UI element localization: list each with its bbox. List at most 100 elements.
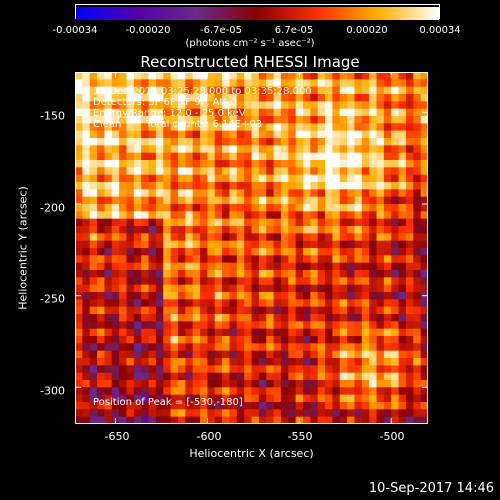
heatmap-cell — [302, 189, 311, 198]
heatmap-cell — [273, 189, 282, 198]
heatmap-cell — [413, 108, 422, 117]
heatmap-cell — [177, 211, 186, 220]
heatmap-cell — [236, 270, 245, 278]
heatmap-cell — [185, 211, 194, 220]
heatmap-cell — [354, 152, 363, 161]
heatmap-cell — [383, 226, 392, 234]
heatmap-cell — [207, 328, 216, 337]
heatmap-cell — [376, 94, 385, 102]
heatmap-cell — [97, 116, 105, 124]
heatmap-cell — [280, 167, 289, 176]
heatmap-cell — [133, 409, 142, 418]
heatmap-cell — [200, 416, 208, 424]
heatmap-cell — [177, 152, 186, 161]
heatmap-cell — [413, 321, 422, 330]
heatmap-cell — [273, 240, 282, 249]
heatmap-cell — [155, 248, 164, 256]
heatmap-cell — [97, 226, 105, 234]
heatmap-cell — [361, 240, 370, 249]
heatmap-cell — [82, 321, 91, 330]
heatmap-cell — [133, 277, 142, 286]
heatmap-cell — [369, 108, 377, 117]
heatmap-cell — [170, 138, 179, 146]
heatmap-cell — [339, 196, 348, 205]
heatmap-cell — [383, 204, 392, 212]
heatmap-cell — [295, 358, 304, 366]
heatmap-cell — [200, 160, 208, 168]
heatmap-cell — [310, 226, 319, 234]
heatmap-cell — [214, 152, 223, 161]
heatmap-cell — [214, 130, 223, 139]
heatmap-cell — [339, 72, 348, 80]
heatmap-cell — [82, 350, 91, 359]
heatmap-cell — [170, 240, 179, 249]
heatmap-cell — [302, 108, 311, 117]
heatmap-cell — [420, 350, 428, 359]
heatmap-cell — [192, 292, 201, 300]
heatmap-cell — [302, 101, 311, 110]
heatmap-cell — [148, 262, 157, 271]
heatmap-cell — [288, 145, 297, 154]
heatmap-cell — [126, 123, 135, 132]
heatmap-cell — [97, 79, 105, 88]
heatmap-cell — [391, 299, 399, 308]
heatmap-cell — [133, 416, 142, 424]
heatmap-cell — [82, 292, 91, 300]
heatmap-cell — [163, 226, 171, 234]
heatmap-cell — [361, 94, 370, 102]
heatmap-cell — [229, 174, 238, 183]
heatmap-cell — [325, 409, 333, 418]
heatmap-cell — [310, 72, 319, 80]
heatmap-cell — [236, 299, 245, 308]
heatmap-cell — [126, 86, 135, 95]
heatmap-cell — [325, 284, 333, 293]
heatmap-cell — [405, 240, 414, 249]
heatmap-cell — [214, 358, 223, 366]
heatmap-cell — [244, 248, 252, 256]
heatmap-cell — [347, 160, 355, 168]
heatmap-cell — [126, 101, 135, 110]
heatmap-cell — [104, 182, 113, 190]
heatmap-cell — [97, 167, 105, 176]
heatmap-cell — [89, 248, 98, 256]
heatmap-cell — [133, 79, 142, 88]
heatmap-cell — [251, 94, 260, 102]
heatmap-cell — [97, 394, 105, 403]
heatmap-cell — [398, 402, 407, 410]
heatmap-cell — [97, 277, 105, 286]
heatmap-cell — [325, 255, 333, 264]
heatmap-cell — [420, 394, 428, 403]
heatmap-cell — [82, 101, 91, 110]
heatmap-cell — [119, 218, 127, 227]
heatmap-cell — [126, 306, 135, 315]
heatmap-cell — [177, 328, 186, 337]
heatmap-cell — [332, 321, 341, 330]
heatmap-cell — [192, 314, 201, 322]
heatmap-cell — [207, 138, 216, 146]
heatmap-cell — [207, 167, 216, 176]
heatmap-cell — [229, 343, 238, 352]
heatmap-cell — [214, 328, 223, 337]
heatmap-cell — [266, 314, 274, 322]
heatmap-cell — [236, 284, 245, 293]
heatmap-cell — [295, 182, 304, 190]
heatmap-cell — [317, 380, 326, 388]
heatmap-cell — [376, 270, 385, 278]
heatmap-cell — [222, 284, 230, 293]
heatmap-cell — [339, 218, 348, 227]
heatmap-cell — [133, 174, 142, 183]
heatmap-cell — [332, 94, 341, 102]
heatmap-cell — [207, 380, 216, 388]
heatmap-cell — [266, 372, 274, 381]
heatmap-cell — [141, 94, 149, 102]
heatmap-cell — [133, 182, 142, 190]
heatmap-cell — [163, 116, 171, 124]
heatmap-cell — [75, 380, 83, 388]
heatmap-cell — [273, 292, 282, 300]
heatmap-cell — [155, 145, 164, 154]
heatmap-cell — [383, 211, 392, 220]
heatmap-cell — [163, 123, 171, 132]
heatmap-cell — [82, 365, 91, 374]
heatmap-cell — [302, 226, 311, 234]
heatmap-cell — [369, 226, 377, 234]
